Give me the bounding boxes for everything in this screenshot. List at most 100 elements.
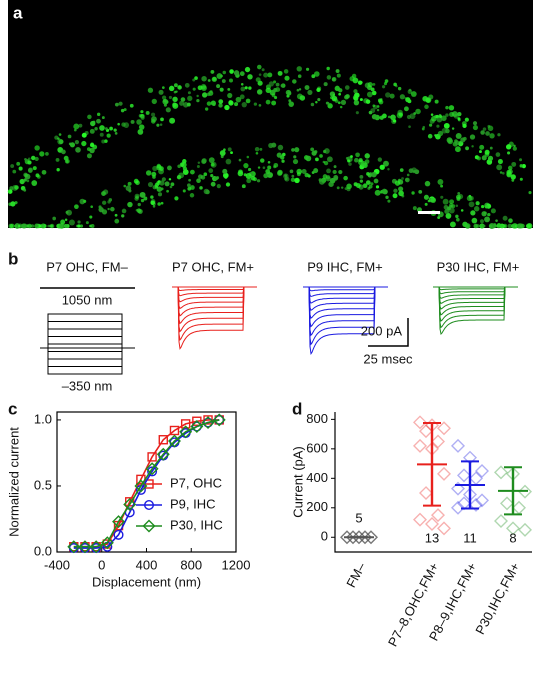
marker xyxy=(112,515,126,529)
cell xyxy=(289,169,294,174)
cell xyxy=(495,152,501,157)
cell xyxy=(368,184,373,189)
cell xyxy=(228,100,233,105)
cell xyxy=(253,177,257,182)
cell xyxy=(117,122,120,126)
micrograph xyxy=(8,0,533,228)
cell xyxy=(457,118,461,122)
cell xyxy=(118,101,123,106)
cell xyxy=(187,91,191,95)
cell xyxy=(9,223,15,229)
cell xyxy=(239,94,245,100)
cell xyxy=(314,71,320,77)
cell xyxy=(90,224,95,228)
cell xyxy=(101,116,105,120)
cell xyxy=(262,166,266,170)
stimulus-label: –350 nm xyxy=(62,378,113,393)
cell xyxy=(329,177,336,184)
cell xyxy=(344,85,350,90)
cell xyxy=(74,139,80,145)
cell xyxy=(14,223,21,229)
cell xyxy=(114,132,118,135)
trace xyxy=(433,286,518,295)
cell xyxy=(99,125,105,131)
cell xyxy=(437,130,444,137)
marker xyxy=(192,416,202,426)
cell xyxy=(134,196,139,201)
cell xyxy=(448,105,455,111)
cell xyxy=(114,218,120,224)
data-point xyxy=(352,530,366,545)
cell xyxy=(290,177,296,183)
cell xyxy=(255,77,261,83)
cell xyxy=(121,214,125,218)
cell xyxy=(38,224,42,228)
cell xyxy=(152,165,158,172)
cell xyxy=(326,156,333,163)
cell xyxy=(187,186,192,191)
cell xyxy=(58,133,62,136)
cell xyxy=(449,111,455,118)
cell xyxy=(167,165,172,171)
data-point xyxy=(451,438,465,453)
data-point xyxy=(431,508,445,523)
cell xyxy=(263,72,269,78)
cell xyxy=(192,78,196,82)
cell xyxy=(102,200,107,205)
cell xyxy=(311,150,317,156)
cell xyxy=(387,199,391,203)
cell xyxy=(175,90,178,93)
cell xyxy=(383,160,389,167)
cell xyxy=(55,157,60,162)
cell xyxy=(277,144,284,151)
cell xyxy=(106,133,111,138)
data-point xyxy=(437,521,451,536)
cell xyxy=(202,92,208,98)
cell xyxy=(172,102,179,109)
cell xyxy=(507,151,511,155)
cell xyxy=(222,172,229,179)
data-point xyxy=(475,463,489,478)
cell xyxy=(379,164,385,170)
cell xyxy=(511,178,515,182)
marker xyxy=(100,536,114,550)
count-label: 11 xyxy=(463,530,477,545)
cell xyxy=(442,198,449,205)
cell xyxy=(497,133,501,137)
cell xyxy=(86,147,91,152)
scale-label: 200 pA xyxy=(361,323,403,338)
cell xyxy=(24,157,27,161)
cell xyxy=(298,88,302,91)
cell xyxy=(10,201,16,207)
cell xyxy=(45,151,49,156)
count-label: 13 xyxy=(425,530,439,545)
cell xyxy=(412,206,417,211)
cell xyxy=(89,143,95,148)
cell xyxy=(353,89,358,94)
count-label: 8 xyxy=(509,530,516,545)
stimulus-label: 1050 nm xyxy=(62,292,113,307)
cell xyxy=(398,186,404,192)
cell xyxy=(200,175,206,180)
cell xyxy=(187,183,191,188)
data-point xyxy=(364,530,378,545)
cell xyxy=(338,88,343,93)
cell xyxy=(389,93,395,99)
cell xyxy=(406,173,410,177)
cell xyxy=(480,219,484,224)
cell xyxy=(340,99,347,105)
cell xyxy=(324,148,330,154)
cell xyxy=(68,219,75,226)
cell xyxy=(365,99,371,104)
cell xyxy=(473,206,480,212)
traces xyxy=(172,286,518,356)
cell xyxy=(206,92,211,97)
cell xyxy=(172,96,178,102)
data-point xyxy=(413,512,427,527)
cell xyxy=(243,173,247,177)
cell xyxy=(472,121,478,126)
cell xyxy=(332,94,336,97)
cell xyxy=(267,160,271,164)
cell xyxy=(471,145,474,148)
